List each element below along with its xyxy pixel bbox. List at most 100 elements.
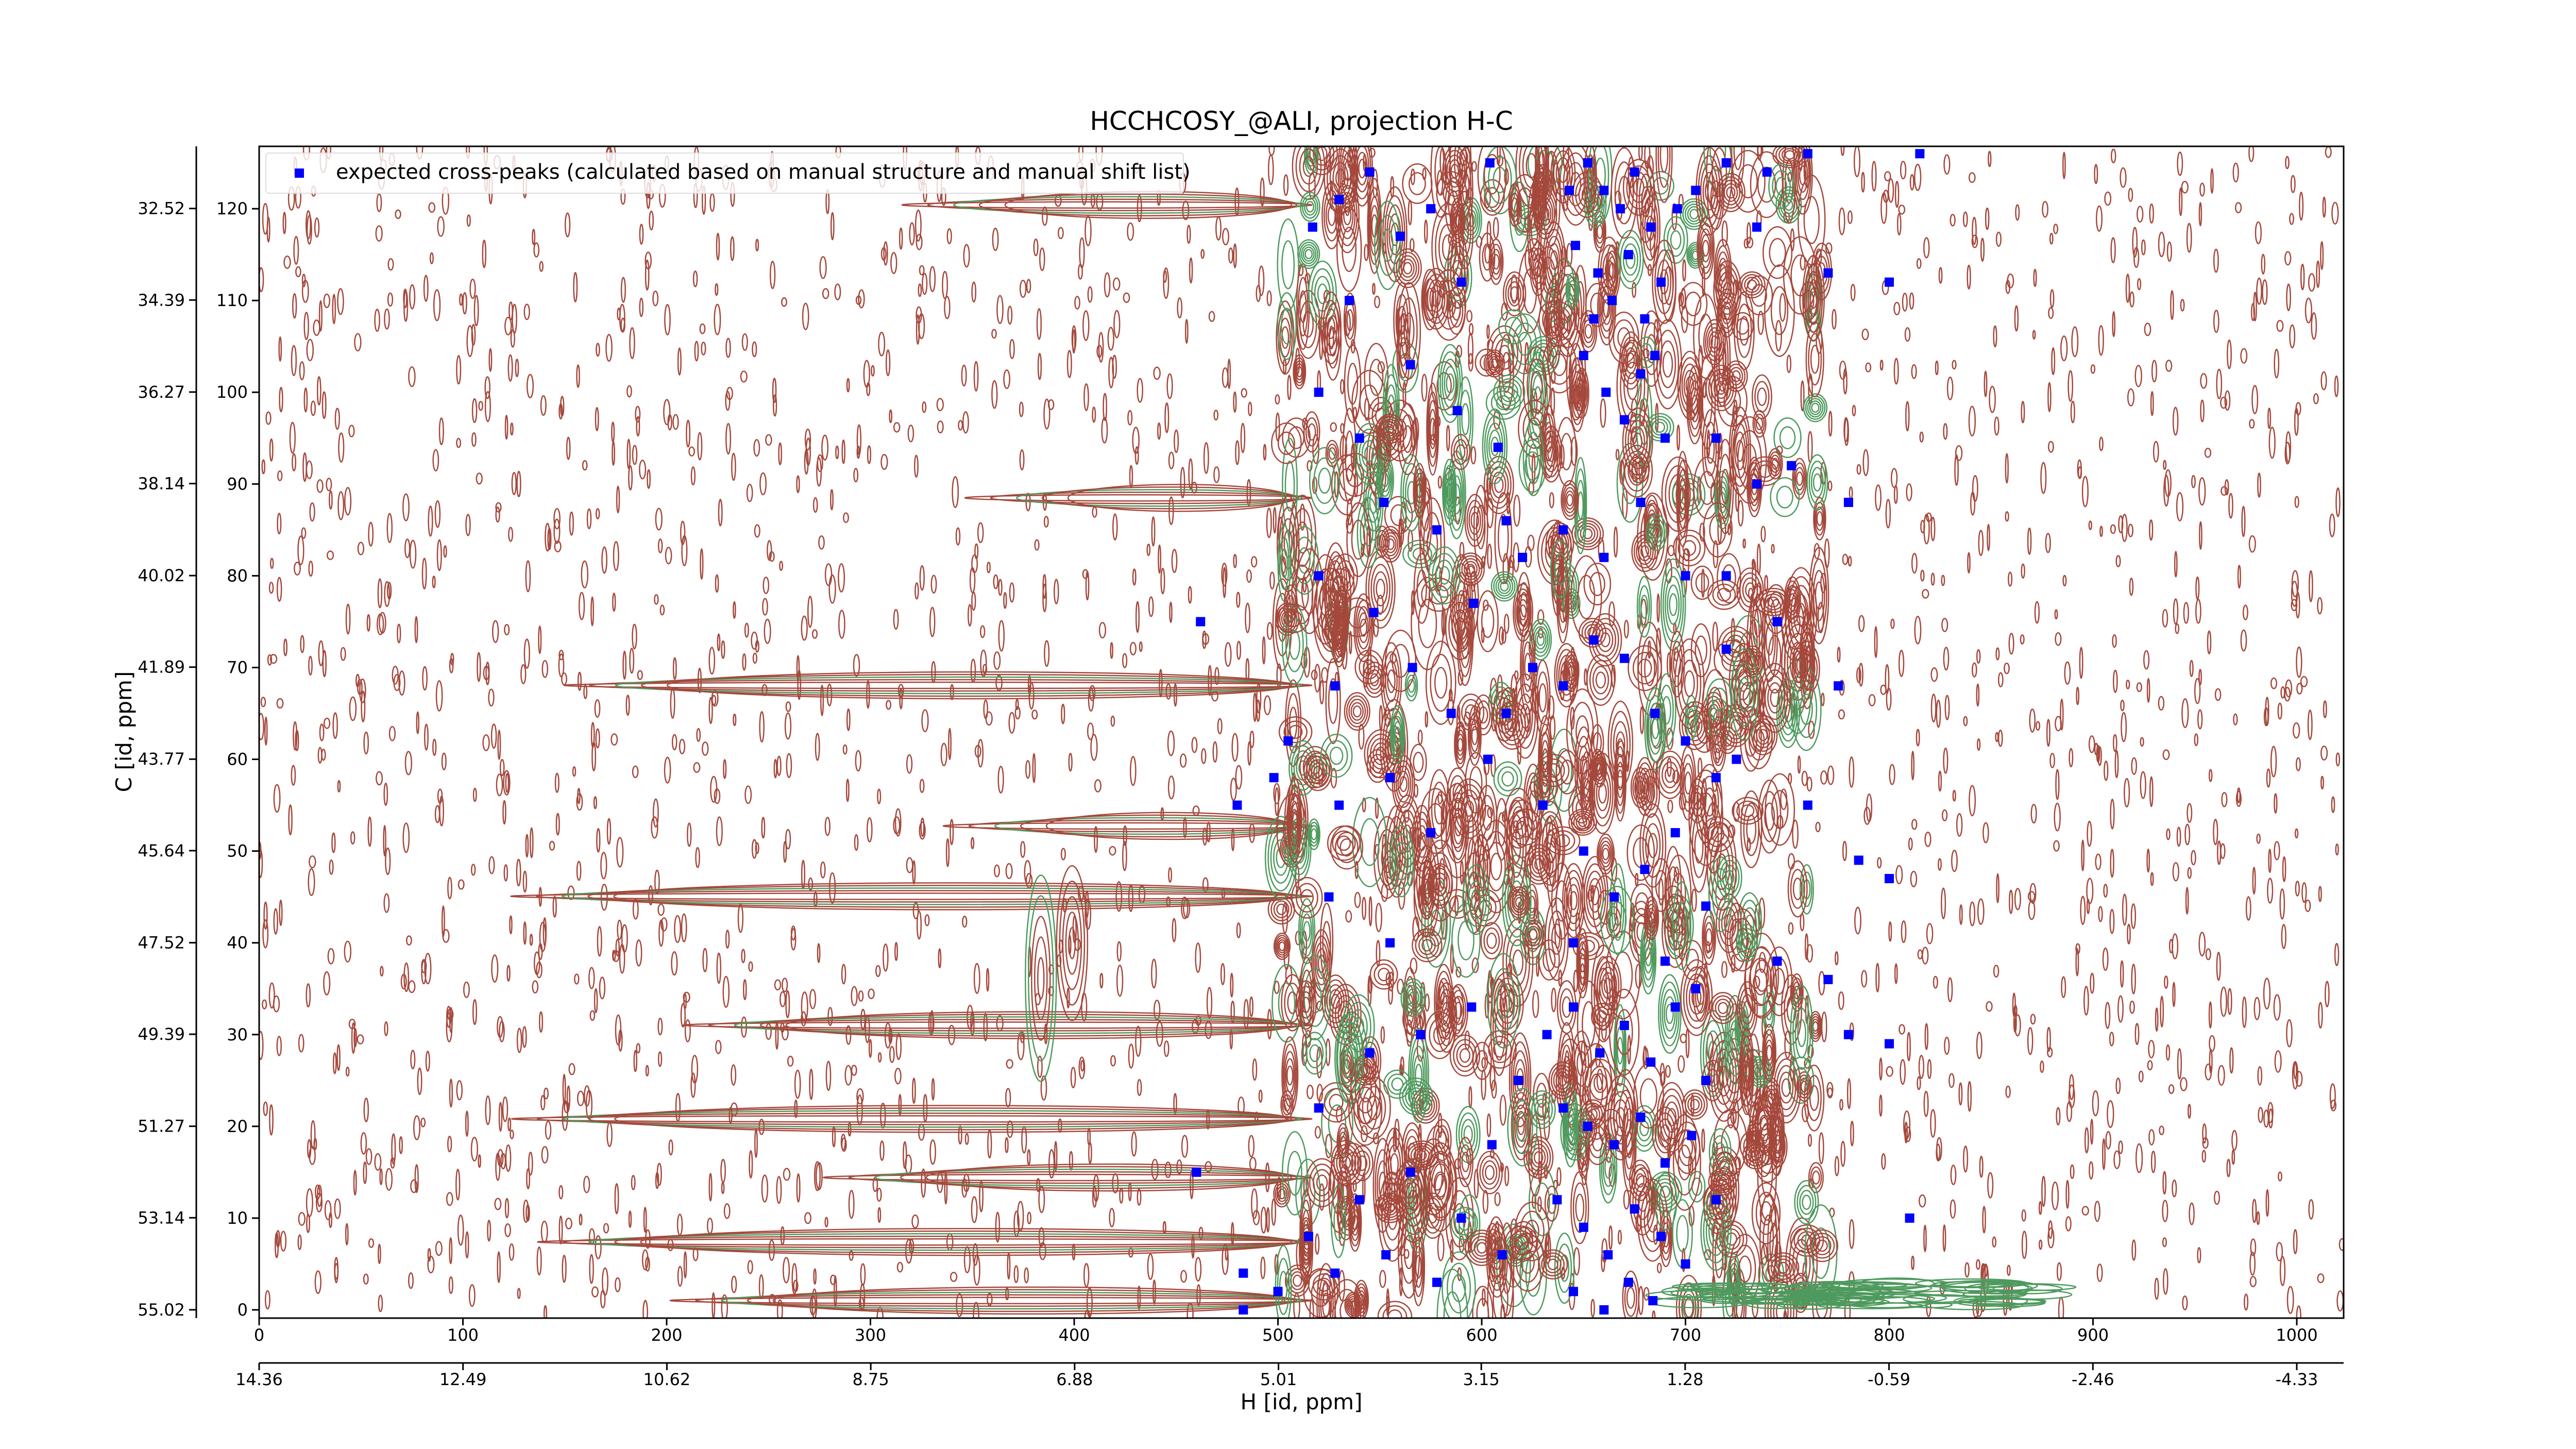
contour xyxy=(1224,642,1232,667)
contour xyxy=(1086,1287,1093,1318)
contour xyxy=(263,901,268,930)
contour xyxy=(1260,1206,1267,1234)
contour xyxy=(361,690,366,722)
contour xyxy=(268,581,274,594)
contour xyxy=(886,700,892,710)
contour xyxy=(595,728,600,749)
contour xyxy=(2172,1179,2177,1198)
contour xyxy=(681,913,687,942)
contour xyxy=(576,861,582,881)
contour xyxy=(2279,1256,2286,1286)
contour xyxy=(512,304,517,334)
contour xyxy=(2065,1216,2072,1232)
contour xyxy=(755,640,759,653)
contour xyxy=(409,284,416,310)
contour xyxy=(1358,723,1365,750)
contour xyxy=(1202,630,1207,649)
contour xyxy=(2187,803,2193,823)
contour xyxy=(422,666,428,691)
contour xyxy=(2276,1242,2283,1261)
contour xyxy=(374,309,380,332)
contour xyxy=(2150,872,2154,886)
contour xyxy=(1036,308,1042,340)
contour xyxy=(1179,753,1187,768)
contour xyxy=(2304,297,2313,324)
contour xyxy=(2146,678,2150,703)
contour xyxy=(620,277,626,303)
contour xyxy=(654,594,659,605)
contour xyxy=(395,209,401,220)
contour xyxy=(2221,792,2228,807)
contour xyxy=(1247,741,1251,766)
contour xyxy=(651,816,658,839)
contour xyxy=(696,728,701,742)
contour xyxy=(942,271,948,299)
contour xyxy=(1167,775,1175,800)
contour xyxy=(2090,364,2096,374)
contour xyxy=(446,1192,453,1206)
contour xyxy=(1132,568,1137,586)
contour xyxy=(841,1137,847,1152)
contour xyxy=(1319,680,1325,704)
contour xyxy=(494,1198,502,1210)
contour xyxy=(1009,339,1015,359)
contour xyxy=(785,701,791,712)
contour xyxy=(1103,393,1108,422)
contour xyxy=(2110,148,2116,163)
contour xyxy=(1963,1145,1969,1173)
contour xyxy=(912,1077,916,1104)
contour xyxy=(495,507,500,523)
contour xyxy=(2177,1048,2182,1080)
contour xyxy=(2112,634,2117,648)
contour xyxy=(786,753,792,779)
contour xyxy=(1499,626,1504,646)
contour xyxy=(2295,1071,2303,1087)
contour xyxy=(2165,359,2173,372)
contour xyxy=(683,991,690,1003)
contour xyxy=(805,437,811,466)
contour xyxy=(2121,712,2127,743)
contour xyxy=(1263,695,1272,715)
contour xyxy=(446,1012,453,1042)
contour xyxy=(1820,770,1827,785)
contour xyxy=(327,550,334,560)
contour xyxy=(441,905,445,937)
contour xyxy=(261,459,266,475)
contour xyxy=(714,304,721,335)
contour xyxy=(1070,1067,1076,1088)
contour xyxy=(1031,710,1038,720)
contour xyxy=(403,288,408,309)
contour xyxy=(633,1050,638,1072)
contour xyxy=(1980,238,1985,262)
contour xyxy=(835,445,839,460)
contour xyxy=(652,798,659,828)
contour xyxy=(2064,661,2071,685)
contour xyxy=(1701,568,1705,598)
contour xyxy=(1104,272,1111,298)
contour xyxy=(715,1039,722,1054)
contour xyxy=(492,620,499,643)
contour xyxy=(1950,1165,1957,1186)
contour xyxy=(2252,1199,2257,1223)
contour xyxy=(1911,364,1917,379)
contour xyxy=(553,508,561,530)
contour xyxy=(259,267,264,293)
contour xyxy=(2232,162,2239,183)
contour xyxy=(484,376,490,399)
contour xyxy=(488,348,493,372)
contour xyxy=(293,235,299,265)
contour xyxy=(819,256,827,279)
contour xyxy=(853,467,859,483)
contour xyxy=(2121,514,2128,542)
contour xyxy=(2109,908,2115,934)
contour xyxy=(1135,1025,1142,1057)
contour xyxy=(993,651,1001,670)
contour xyxy=(2143,650,2150,670)
contour xyxy=(2134,1023,2140,1046)
contour xyxy=(817,943,821,963)
contour xyxy=(1044,640,1050,667)
contour xyxy=(603,1223,609,1234)
contour xyxy=(1955,445,1963,461)
contour xyxy=(2159,1125,2164,1136)
contour xyxy=(1775,319,1782,352)
